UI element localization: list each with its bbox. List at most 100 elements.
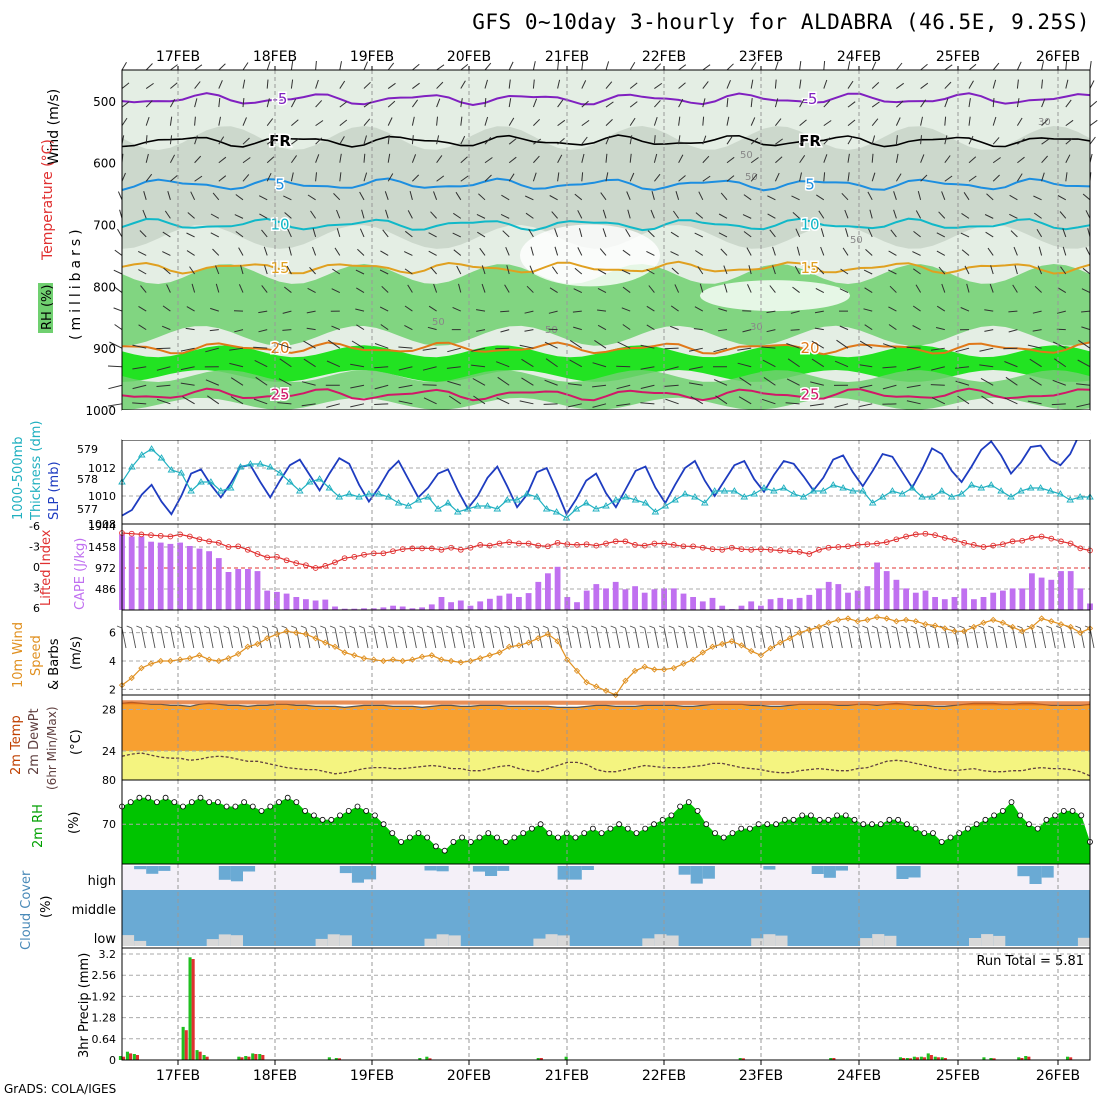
lifted-index-point: [941, 535, 948, 541]
wind-barb: [944, 627, 950, 649]
thickness-point: [730, 487, 739, 494]
wind-barb: [847, 80, 854, 89]
wind-barb: [760, 627, 766, 649]
wind-barb: [767, 213, 776, 219]
wind-barb: [238, 284, 244, 293]
precip-convective-bar: [902, 1058, 906, 1060]
wind-barb: [363, 153, 366, 163]
wind-barb: [702, 116, 705, 126]
wind-speed-point: [477, 655, 484, 662]
rh2m-point: [258, 808, 265, 814]
cloud-low-gap: [775, 935, 788, 946]
top-date-label: 19FEB: [350, 49, 394, 65]
wind-speed-point: [1019, 628, 1026, 635]
wind-barb: [915, 210, 922, 219]
side-label-lifted-index: Lifted Index: [39, 529, 54, 606]
wind-barb: [353, 627, 359, 649]
wind-barb: [194, 81, 201, 89]
thickness-point: [552, 508, 561, 515]
thickness-point: [1046, 487, 1055, 494]
wind-barb: [1050, 627, 1056, 649]
lifted-index-point: [670, 542, 677, 548]
cape-bar: [1029, 573, 1035, 610]
wind-barb: [286, 265, 292, 275]
wind-barb: [460, 64, 469, 71]
wind-barb: [209, 329, 219, 332]
cloud-high-bar: [763, 866, 776, 870]
wind-barb: [847, 136, 853, 145]
lifted-index-point: [912, 531, 919, 538]
rh2m-point: [755, 821, 762, 828]
wind-barb: [290, 172, 294, 182]
precip-total-bar: [418, 1058, 422, 1060]
wind-barb: [169, 627, 175, 649]
precip-total-bar: [940, 1057, 944, 1060]
wind-barb-flag: [581, 625, 587, 629]
lifted-index-point: [419, 545, 425, 552]
wind-barb: [1004, 361, 1018, 368]
wind-barb: [430, 211, 437, 219]
thickness-point: [226, 484, 235, 491]
cape-bar: [303, 599, 309, 610]
wind-barb: [871, 118, 879, 126]
precip-tick-label: 1.28: [92, 1012, 117, 1025]
temp-tick-label: 24: [102, 745, 116, 758]
wind-barb-flag: [1036, 625, 1042, 629]
wind-barb: [794, 265, 801, 275]
wind-barb: [837, 627, 843, 649]
precip-convective-bar: [1027, 1056, 1031, 1060]
cloud-high-bar: [835, 866, 848, 871]
wind-barb: [917, 190, 922, 200]
cape-bar: [825, 581, 832, 610]
wind-speed-point: [689, 656, 697, 663]
wind-barb: [234, 329, 244, 333]
side-label-minmax: (6hr Min/Max): [45, 707, 59, 791]
bottom-date-label: 19FEB: [350, 1068, 394, 1084]
wind-barb: [713, 379, 728, 386]
wind-barb: [989, 283, 994, 293]
wind-barb: [456, 265, 462, 275]
wind-speed-point: [1009, 623, 1016, 631]
wind-barb: [811, 358, 825, 368]
wind-barb: [726, 98, 729, 108]
wind-barb: [264, 265, 268, 275]
wind-barb: [597, 269, 607, 275]
wind-barb: [557, 627, 563, 649]
rh2m-point: [1026, 821, 1032, 828]
rh2m-point: [319, 816, 326, 823]
rh2m-point: [494, 834, 500, 841]
wind-barb: [218, 175, 227, 182]
lifted-index-point: [680, 543, 687, 550]
rh2m-point: [773, 821, 779, 828]
wind-speed-point: [835, 616, 842, 624]
wind-speed-point: [786, 635, 794, 642]
rh2m-point: [206, 799, 213, 805]
wind-barb: [809, 403, 824, 407]
wind-barb: [981, 395, 994, 405]
thickness-point: [365, 490, 373, 497]
cloud-high-bar: [497, 866, 510, 871]
wind-barb: [675, 191, 680, 200]
wind-speed-point: [157, 657, 164, 665]
wind-barb-flag: [387, 625, 394, 629]
wind-barb: [761, 346, 776, 349]
wind-barb: [326, 403, 340, 408]
cape-bar: [670, 588, 677, 610]
wind-barb: [162, 251, 171, 256]
wind-barb: [702, 64, 711, 71]
wind-barb: [938, 211, 946, 219]
wind-barb: [156, 398, 171, 405]
wind-barb: [818, 627, 824, 649]
wind-barb-flag: [852, 625, 858, 629]
wind-speed-point: [235, 650, 242, 658]
wind-barb: [597, 309, 607, 312]
lifted-index-line: [121, 532, 1091, 569]
wind-speed-point: [825, 619, 832, 626]
wind-barb: [398, 346, 413, 349]
wind-barb: [381, 285, 389, 293]
thickness-point: [720, 487, 729, 494]
wind-barb: [180, 366, 195, 371]
wind-barb: [218, 80, 223, 89]
rh2m-point: [529, 825, 535, 832]
wind-barb: [543, 403, 558, 405]
